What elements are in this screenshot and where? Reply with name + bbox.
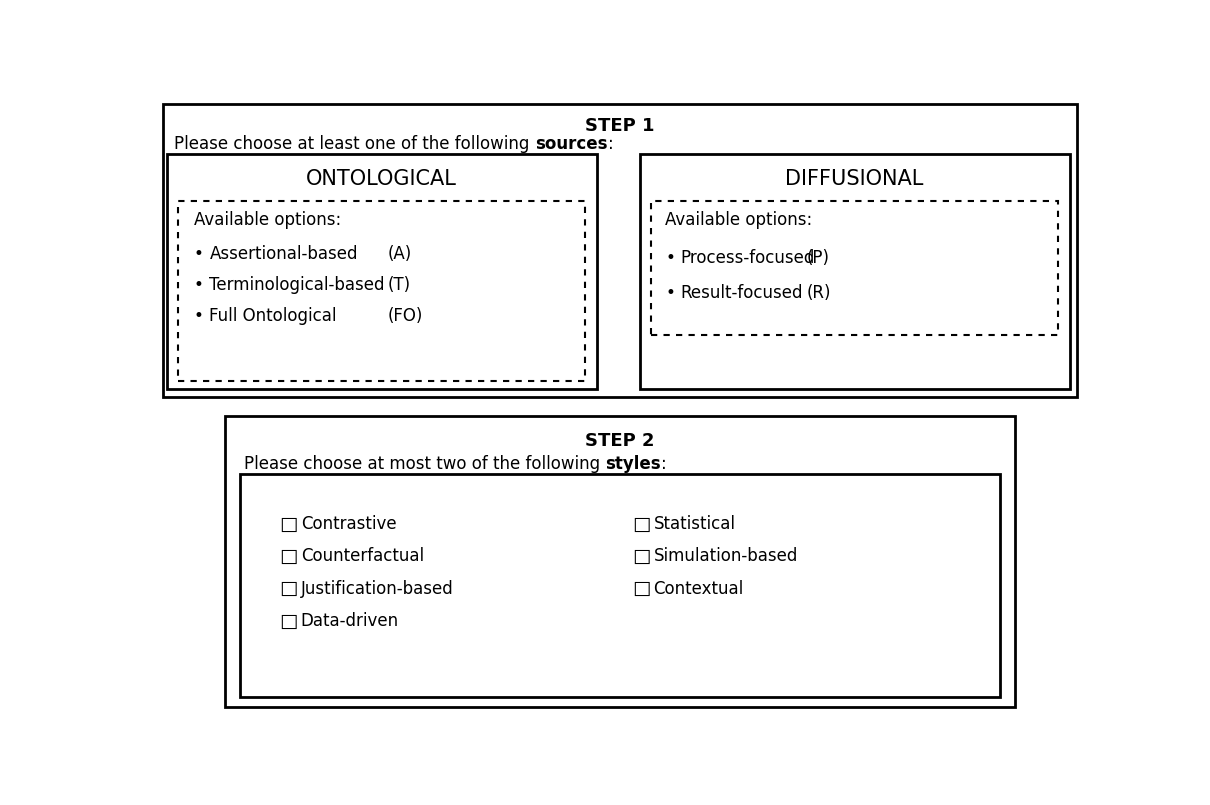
Text: STEP 2: STEP 2 — [586, 431, 655, 450]
Text: □: □ — [280, 547, 298, 566]
Text: □: □ — [632, 579, 650, 598]
Text: Contextual: Contextual — [653, 580, 744, 597]
Text: Available options:: Available options: — [666, 211, 812, 229]
Text: (FO): (FO) — [387, 307, 423, 325]
Text: (R): (R) — [806, 284, 830, 302]
Text: Counterfactual: Counterfactual — [301, 547, 424, 565]
Text: STEP 1: STEP 1 — [586, 117, 655, 135]
Text: •: • — [194, 276, 203, 295]
Bar — [241, 474, 999, 697]
Text: Please choose at most two of the following: Please choose at most two of the followi… — [244, 455, 606, 473]
Bar — [640, 155, 1070, 389]
Text: Contrastive: Contrastive — [301, 515, 397, 533]
Bar — [167, 155, 597, 389]
Bar — [651, 200, 1058, 336]
Text: Justification-based: Justification-based — [301, 580, 454, 597]
Text: (T): (T) — [387, 276, 410, 295]
Text: □: □ — [280, 579, 298, 598]
Text: □: □ — [632, 514, 650, 534]
Text: Full Ontological: Full Ontological — [209, 307, 336, 325]
Text: Available options:: Available options: — [194, 211, 341, 229]
Text: (A): (A) — [387, 246, 411, 263]
Text: Statistical: Statistical — [653, 515, 736, 533]
Text: •: • — [666, 284, 675, 302]
Text: ONTOLOGICAL: ONTOLOGICAL — [306, 169, 457, 189]
Text: (P): (P) — [806, 250, 829, 267]
Text: □: □ — [280, 612, 298, 630]
Text: Simulation-based: Simulation-based — [653, 547, 797, 565]
Text: sources: sources — [535, 135, 607, 153]
Text: DIFFUSIONAL: DIFFUSIONAL — [785, 169, 923, 189]
Bar — [225, 416, 1015, 708]
Text: Result-focused: Result-focused — [680, 284, 803, 302]
Bar — [163, 105, 1077, 397]
Text: Assertional-based: Assertional-based — [209, 246, 358, 263]
Text: •: • — [666, 250, 675, 267]
Text: □: □ — [632, 547, 650, 566]
Text: Please choose at least one of the following: Please choose at least one of the follow… — [174, 135, 535, 153]
Text: •: • — [194, 307, 203, 325]
Text: styles: styles — [606, 455, 661, 473]
Text: :: : — [661, 455, 667, 473]
Text: Data-driven: Data-driven — [301, 612, 399, 630]
Text: □: □ — [280, 514, 298, 534]
Text: Terminological-based: Terminological-based — [209, 276, 385, 295]
Text: Process-focused: Process-focused — [680, 250, 816, 267]
Text: :: : — [607, 135, 613, 153]
Text: •: • — [194, 246, 203, 263]
Bar — [178, 200, 586, 382]
